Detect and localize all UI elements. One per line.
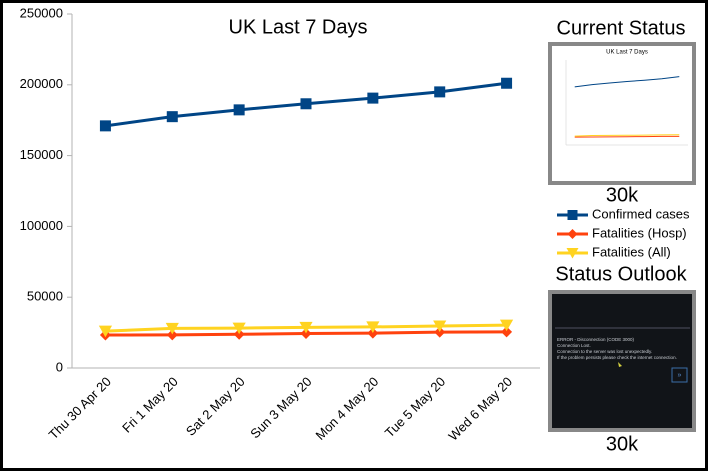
error-line: ERROR - Disconnection (CODE 3000)	[557, 337, 635, 342]
y-tick-label: 100000	[20, 218, 63, 233]
outlook-thumbnail	[548, 290, 696, 432]
current-status-value: 30k	[606, 184, 639, 206]
legend-label: Fatalities (All)	[592, 244, 671, 259]
marker	[98, 325, 113, 338]
y-tick-label: 0	[56, 359, 63, 374]
marker	[233, 328, 245, 340]
outlook-button	[671, 367, 688, 383]
legend-marker	[567, 229, 578, 239]
legend-marker	[566, 248, 579, 259]
status-outlook-title: Status Outlook	[555, 263, 687, 285]
status-outlook-value: 30k	[606, 433, 639, 455]
chart-title: UK Last 7 Days	[229, 16, 368, 38]
marker	[300, 327, 312, 339]
current-status-title: Current Status	[557, 17, 686, 39]
marker	[434, 86, 446, 98]
marker	[166, 111, 178, 123]
marker	[299, 321, 313, 334]
y-tick-label: 200000	[20, 76, 63, 91]
marker	[367, 327, 379, 339]
marker	[434, 326, 446, 338]
error-line: Connection to the server was lost unexpe…	[557, 349, 652, 354]
marker	[501, 77, 513, 89]
error-line: If the problem persists please check the…	[557, 355, 677, 360]
marker	[232, 322, 246, 335]
outlook-button-icon: »	[678, 372, 682, 379]
cursor	[618, 362, 622, 367]
thumbnail-title: UK Last 7 Days	[606, 50, 648, 56]
y-tick-label: 150000	[20, 147, 63, 162]
marker	[166, 329, 178, 341]
y-tick-label: 50000	[27, 289, 63, 304]
thumbnail-series-line	[574, 134, 680, 137]
legend-label: Confirmed cases	[592, 206, 690, 221]
marker	[433, 320, 447, 332]
marker	[165, 322, 179, 335]
marker	[499, 319, 514, 332]
marker	[367, 92, 379, 104]
legend-label: Fatalities (Hosp)	[592, 225, 687, 240]
marker	[366, 321, 380, 333]
marker	[300, 98, 312, 110]
thumbnail-series-line	[574, 76, 680, 88]
y-tick-label: 250000	[20, 5, 63, 20]
error-line: Connection Lost.	[557, 343, 591, 348]
marker	[99, 120, 111, 132]
legend-marker	[567, 210, 578, 220]
status-thumbnail	[548, 42, 696, 185]
marker	[233, 104, 245, 116]
marker	[501, 326, 513, 338]
thumbnail-series-line	[574, 135, 680, 138]
